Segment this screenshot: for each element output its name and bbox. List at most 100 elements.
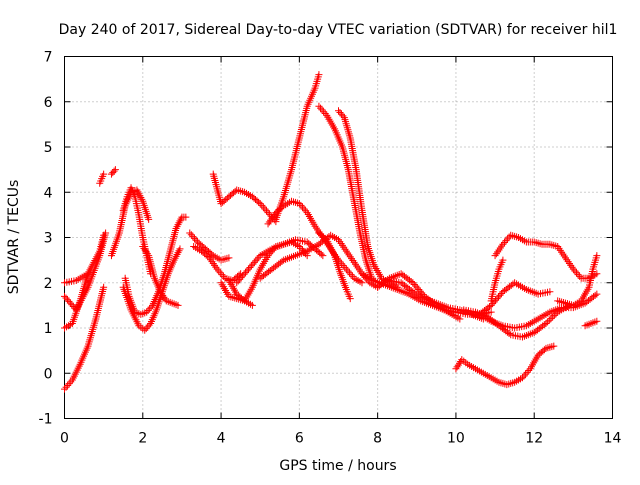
data-point — [492, 296, 500, 304]
data-point — [550, 342, 558, 350]
x-tick-label: 0 — [60, 431, 69, 447]
data-point — [413, 284, 421, 292]
data-point — [504, 235, 512, 243]
data-point — [234, 277, 242, 285]
data-point — [321, 110, 329, 118]
data-point — [110, 167, 118, 175]
data-point — [453, 363, 461, 371]
data-point — [505, 329, 513, 337]
data-point — [593, 317, 601, 325]
y-tick-label: 0 — [44, 366, 53, 382]
data-point — [346, 295, 354, 303]
data-point — [320, 108, 328, 116]
data-point — [61, 385, 68, 393]
data-point — [302, 207, 310, 215]
data-point — [225, 254, 233, 262]
data-point — [100, 231, 108, 239]
data-point — [147, 303, 155, 311]
y-tick-label: 5 — [44, 140, 53, 156]
data-point — [239, 272, 247, 280]
data-point — [454, 361, 462, 369]
data-point — [540, 321, 548, 329]
data-point — [337, 110, 345, 118]
data-point — [339, 112, 347, 120]
data-point — [208, 250, 216, 258]
data-point — [315, 71, 323, 79]
data-point — [342, 265, 350, 273]
data-point — [213, 265, 221, 273]
data-point — [574, 271, 582, 279]
data-point — [190, 234, 198, 242]
data-point — [546, 288, 554, 296]
data-point — [542, 319, 550, 327]
data-point — [316, 104, 324, 112]
data-point — [347, 271, 355, 279]
data-point — [237, 274, 245, 282]
data-point — [218, 271, 226, 279]
data-point — [315, 102, 323, 110]
data-point — [295, 200, 303, 208]
data-point — [262, 207, 270, 215]
data-point — [62, 383, 70, 391]
data-point — [144, 306, 152, 314]
data-point — [540, 346, 548, 354]
data-point — [452, 365, 460, 373]
data-point — [318, 106, 326, 114]
data-point — [143, 250, 151, 258]
data-point — [140, 244, 148, 252]
data-point — [487, 308, 495, 316]
data-point — [259, 203, 267, 211]
y-tick-label: -1 — [39, 412, 53, 428]
data-point — [550, 311, 558, 319]
y-tick-label: 7 — [44, 50, 53, 66]
data-point — [243, 267, 251, 275]
data-point — [244, 265, 252, 273]
x-tick-label: 8 — [373, 431, 382, 447]
data-point — [494, 293, 502, 301]
data-point — [233, 279, 241, 287]
data-point — [576, 272, 584, 280]
data-point — [68, 301, 76, 309]
data-point — [410, 280, 418, 288]
data-point — [336, 108, 344, 116]
data-point — [192, 236, 200, 244]
data-point — [146, 305, 154, 313]
data-point — [409, 279, 417, 287]
data-point — [250, 258, 258, 266]
y-tick-label: 1 — [44, 321, 53, 337]
data-point — [317, 250, 325, 258]
data-point — [204, 253, 212, 261]
data-point — [240, 270, 248, 278]
data-point — [158, 290, 166, 298]
data-point — [300, 205, 308, 213]
data-point — [145, 321, 153, 329]
x-tick-label: 10 — [447, 431, 465, 447]
data-point — [247, 262, 255, 270]
data-point — [407, 277, 415, 285]
data-point — [63, 296, 71, 304]
data-point — [572, 269, 580, 277]
data-point — [520, 372, 528, 380]
data-point — [525, 367, 533, 375]
data-point — [485, 303, 493, 311]
data-point — [489, 300, 497, 308]
data-point — [412, 282, 420, 290]
data-point — [298, 203, 306, 211]
data-point — [261, 205, 269, 213]
data-point — [593, 290, 601, 298]
data-point — [252, 257, 260, 265]
data-point — [182, 213, 190, 221]
x-tick-label: 14 — [604, 431, 622, 447]
data-point — [591, 291, 599, 299]
data-point — [571, 267, 579, 275]
data-point — [159, 291, 167, 299]
data-point — [341, 263, 349, 271]
data-point — [141, 326, 149, 334]
data-point — [278, 257, 286, 265]
data-point — [139, 243, 147, 251]
data-point — [487, 301, 495, 309]
data-point — [295, 243, 303, 251]
data-point — [65, 380, 73, 388]
